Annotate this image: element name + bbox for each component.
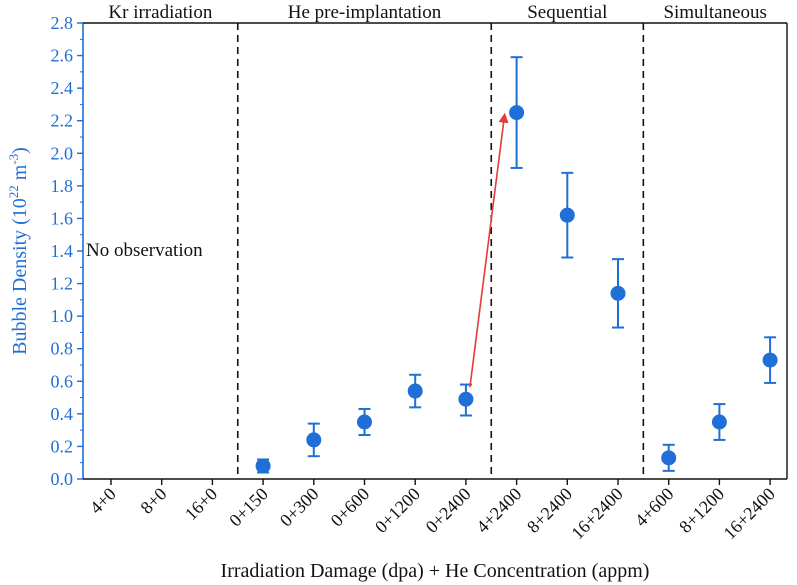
data-marker: [559, 207, 575, 223]
x-tick-label-group: 8+0: [136, 484, 170, 518]
y-tick-label: 2.0: [51, 143, 74, 163]
x-tick-label: 0+1200: [371, 484, 424, 537]
x-tick-label-group: 4+600: [631, 484, 678, 531]
y-axis: 0.0 0.2 0.4 0.6 0.8 1.0 1.2 1.4 1.6 1.8 2.0 2.2 2.4 2…: [51, 13, 84, 489]
x-axis-title: Irradiation Damage (dpa) + He Concentrat…: [221, 560, 650, 582]
y-tick-label: 0.8: [51, 339, 74, 359]
data-point: [458, 383, 474, 417]
data-marker: [357, 414, 372, 430]
x-tick-label: 16+0: [181, 484, 221, 524]
x-tick-label: 0+150: [225, 484, 272, 531]
data-point: [509, 56, 525, 169]
data-marker: [509, 105, 525, 121]
data-marker: [255, 458, 271, 474]
x-tick-label-group: 0+2400: [422, 484, 475, 537]
y-tick-label: 1.0: [51, 306, 74, 326]
x-tick-label-group: 0+600: [327, 484, 374, 531]
x-tick-label-group: 0+300: [276, 484, 323, 531]
data-marker: [762, 352, 778, 368]
x-tick-label: 4+2400: [472, 484, 525, 537]
data-point: [357, 407, 372, 437]
x-tick-label: 16+2400: [719, 484, 779, 544]
data-point: [255, 458, 271, 474]
y-tick-label: 2.8: [51, 13, 74, 33]
y-tick-label: 0.6: [51, 371, 74, 391]
y-tick-label: 1.8: [51, 176, 74, 196]
y-tick-label: 0.0: [51, 469, 74, 489]
y-tick-label: 2.2: [51, 111, 74, 131]
x-tick-label-group: 0+150: [225, 484, 272, 531]
data-marker: [458, 391, 474, 407]
x-tick-label: 0+600: [327, 484, 374, 531]
x-tick-label-group: 16+2400: [719, 484, 779, 544]
data-point: [661, 443, 677, 472]
y-tick-label: 1.2: [51, 274, 74, 294]
x-tick-label-group: 16+2400: [567, 484, 627, 544]
x-tick-label: 8+0: [136, 484, 170, 518]
data-point: [306, 422, 322, 458]
region-label: Sequential: [527, 2, 607, 23]
y-tick-label: 2.6: [51, 46, 74, 66]
x-tick-label-group: 16+0: [181, 484, 221, 524]
x-tick-label: 16+2400: [567, 484, 627, 544]
data-marker: [407, 383, 423, 399]
x-tick-label: 0+2400: [422, 484, 475, 537]
x-axis: 4+0 8+0 16+0 0+150 0+300 0+6000+12000+24004+2…: [83, 22, 788, 544]
x-tick-label: 0+300: [276, 484, 323, 531]
x-tick-label: 4+0: [86, 484, 120, 518]
region-label: He pre-implantation: [288, 2, 442, 23]
data-marker: [661, 450, 677, 466]
data-marker: [711, 414, 727, 430]
y-tick-label: 0.2: [51, 436, 74, 456]
data-point: [762, 336, 778, 384]
data-point: [407, 373, 423, 409]
y-axis-title: Bubble Density (1022 m-3): [6, 147, 31, 355]
data-layer: [255, 56, 778, 474]
y-tick-label: 2.4: [51, 78, 74, 98]
region-label: Simultaneous: [663, 2, 766, 23]
data-point: [610, 258, 626, 329]
regions-layer: Kr irradiation He pre-implantation Sequent…: [108, 2, 767, 479]
data-marker: [306, 432, 322, 448]
x-tick-label-group: 0+1200: [371, 484, 424, 537]
data-point: [559, 171, 575, 259]
data-marker: [610, 285, 626, 301]
trend-arrow: [469, 112, 509, 388]
x-tick-label-group: 4+2400: [472, 484, 525, 537]
x-tick-label: 4+600: [631, 484, 678, 531]
y-tick-label: 1.4: [51, 241, 74, 261]
y-tick-label: 1.6: [51, 208, 74, 228]
region-label: Kr irradiation: [108, 2, 212, 23]
no-observation-annotation: No observation: [86, 240, 203, 261]
x-tick-label-group: 4+0: [86, 484, 120, 518]
data-point: [711, 403, 727, 441]
y-tick-label: 0.4: [51, 404, 74, 424]
